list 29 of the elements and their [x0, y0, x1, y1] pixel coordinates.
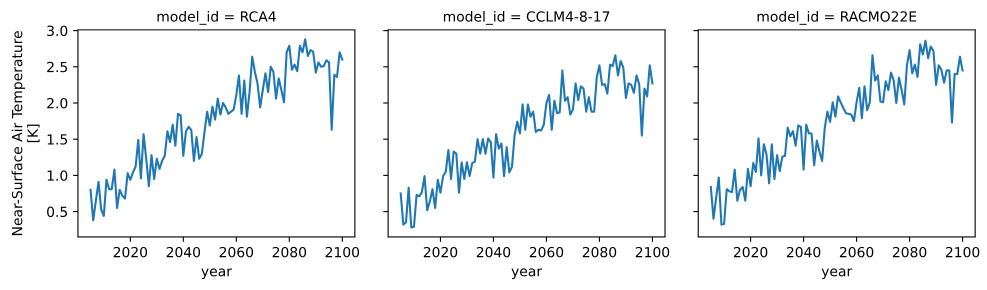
x-tick-label: 2020 [734, 246, 768, 258]
chart-title: model_id = CCLM4-8-17 [444, 10, 610, 25]
x-tick-label: 2100 [326, 246, 360, 258]
x-tick-label: 2040 [166, 246, 200, 258]
y-tick-label: 3.0 [47, 26, 68, 36]
y-tick-label: 2.5 [47, 62, 68, 72]
y-axis-title: Near-Surface Air Temperature [K] [12, 31, 40, 236]
x-tick-label: 2100 [946, 246, 980, 258]
x-tick-label: 2040 [786, 246, 820, 258]
x-tick-label: 2040 [476, 246, 510, 258]
x-axis-title: year [822, 268, 852, 280]
x-tick-label: 2060 [220, 246, 254, 258]
x-tick-label: 2080 [582, 246, 616, 258]
y-tick-label: 1.5 [48, 134, 68, 145]
x-tick-label: 2020 [424, 246, 458, 258]
x-tick-label: 2080 [272, 246, 306, 258]
y-tick-label: 1.0 [48, 170, 68, 181]
x-tick-label: 2080 [892, 246, 926, 258]
x-axis-title: year [511, 268, 542, 280]
y-tick-label: 0.5 [47, 206, 68, 218]
chart-title: model_id = RACMO22E [758, 10, 916, 25]
chart-title: model_id = RCA4 [158, 10, 276, 25]
y-tick-label: 2.0 [47, 98, 68, 108]
x-tick-label: 2100 [636, 246, 670, 258]
x-tick-label: 2020 [114, 246, 148, 258]
line-series [90, 38, 344, 222]
x-tick-label: 2060 [530, 246, 564, 258]
x-tick-label: 2060 [840, 246, 874, 258]
x-axis-title: year [201, 268, 232, 280]
